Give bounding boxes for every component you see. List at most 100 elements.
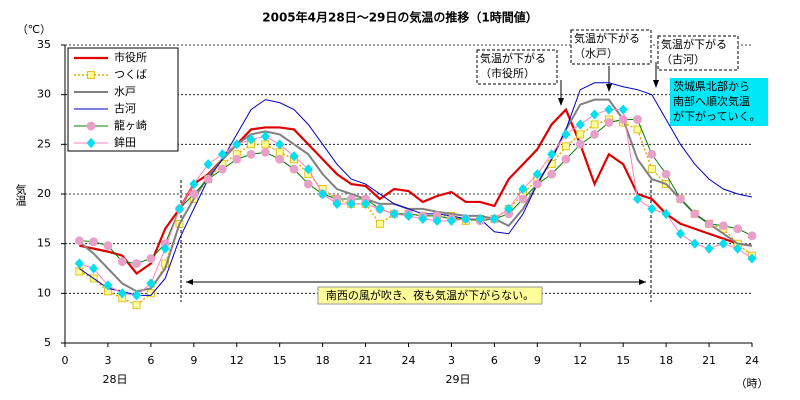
marker	[89, 237, 99, 247]
legend-box	[67, 47, 179, 152]
legend-label: つくば	[114, 68, 147, 81]
marker	[403, 210, 414, 221]
marker	[103, 280, 113, 291]
note: 南部へ順次気温	[673, 94, 750, 108]
x-tick-label: 12	[230, 354, 244, 367]
marker	[590, 120, 599, 129]
note: 茨城県北部から	[673, 79, 750, 93]
marker	[289, 151, 299, 162]
marker	[562, 142, 570, 151]
marker	[633, 125, 642, 134]
marker	[532, 169, 542, 180]
marker	[86, 121, 96, 131]
marker	[633, 115, 642, 124]
y-unit: （℃）	[17, 23, 51, 36]
marker	[446, 215, 456, 226]
y-tick-label: 20	[37, 187, 51, 200]
marker	[518, 183, 528, 195]
marker	[575, 119, 585, 130]
marker	[174, 203, 185, 215]
day-label: 28日	[103, 373, 128, 386]
day-label: 29日	[446, 373, 471, 386]
marker	[246, 149, 256, 159]
marker	[489, 213, 499, 224]
x-tick-label: 9	[190, 354, 197, 367]
marker	[375, 203, 385, 215]
x-tick-label: 24	[745, 354, 759, 367]
marker	[718, 221, 728, 231]
marker	[532, 179, 542, 189]
marker	[647, 203, 657, 215]
marker	[747, 231, 757, 241]
y-tick-label: 10	[37, 286, 51, 299]
x-tick-label: 3	[448, 354, 455, 367]
x-tick-label: 21	[359, 354, 373, 367]
marker	[275, 148, 284, 157]
annotation: 気温が下がる	[661, 37, 727, 51]
annotation-box	[476, 49, 558, 85]
marker	[303, 179, 313, 189]
y-tick-label: 25	[37, 137, 51, 150]
legend-label: 鉾田	[114, 135, 136, 149]
y-axis-label: 気温	[14, 183, 27, 206]
marker	[232, 154, 242, 164]
annotation: （水戸）	[574, 47, 618, 60]
marker	[647, 149, 657, 159]
y-tick-label: 15	[37, 237, 51, 250]
note-box	[670, 78, 768, 126]
marker	[117, 257, 127, 266]
arrow-head	[639, 279, 646, 285]
marker	[747, 253, 757, 264]
legend-label: 龍ヶ崎	[114, 118, 147, 132]
legend-label: 市役所	[114, 50, 147, 64]
marker	[675, 228, 685, 239]
marker	[318, 188, 328, 200]
marker	[389, 208, 399, 219]
marker	[618, 104, 628, 115]
arrow-head	[606, 84, 612, 92]
marker	[232, 139, 242, 150]
marker	[432, 215, 442, 226]
marker	[275, 154, 285, 164]
x-tick-label: 3	[104, 354, 111, 367]
marker	[146, 278, 156, 289]
arrow-head	[186, 279, 193, 285]
wind-note-box	[317, 286, 543, 305]
marker	[160, 243, 170, 254]
marker	[718, 238, 728, 249]
annotation: （古河）	[661, 53, 705, 66]
marker	[261, 140, 270, 149]
marker	[346, 198, 356, 210]
marker	[561, 154, 571, 164]
marker	[361, 198, 371, 210]
marker	[632, 193, 643, 205]
marker	[704, 219, 714, 229]
x-tick-label: 15	[616, 354, 630, 367]
marker	[289, 164, 299, 174]
note: が下がっていく。	[673, 109, 760, 123]
marker	[504, 203, 514, 215]
x-tick-label: 12	[573, 354, 587, 367]
marker	[260, 131, 270, 142]
marker	[690, 238, 700, 249]
marker	[132, 290, 142, 301]
legend-label: 古河	[114, 102, 136, 115]
marker	[132, 259, 141, 268]
marker	[590, 129, 599, 139]
marker	[217, 149, 227, 160]
marker	[375, 219, 384, 228]
marker	[332, 198, 342, 210]
marker	[661, 169, 671, 179]
annotation: 気温が下がる	[574, 31, 640, 45]
marker	[203, 159, 213, 170]
marker	[576, 130, 585, 139]
marker	[561, 129, 571, 140]
marker	[618, 115, 628, 124]
marker	[604, 118, 614, 127]
marker	[74, 236, 84, 246]
marker	[218, 164, 227, 174]
marker	[604, 104, 614, 115]
marker	[87, 71, 95, 79]
marker	[661, 208, 671, 219]
annotation: （市役所）	[480, 66, 535, 80]
